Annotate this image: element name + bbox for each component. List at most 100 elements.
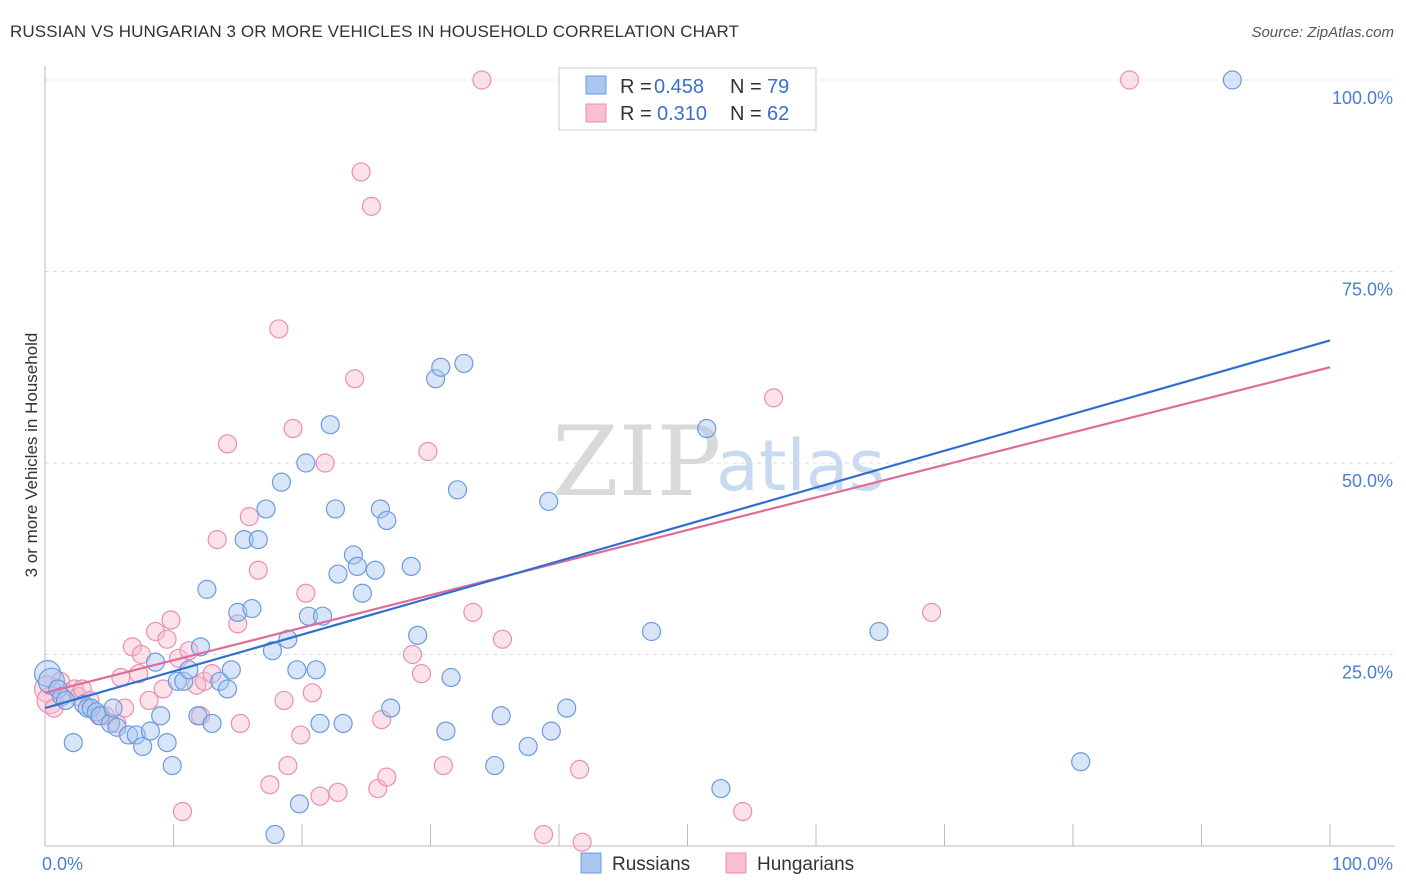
russians-point [436, 721, 456, 741]
russians-point [256, 499, 276, 519]
hungarians-point [145, 621, 166, 642]
legend-swatch-hungarians [585, 103, 607, 123]
chart-title: RUSSIAN VS HUNGARIAN 3 OR MORE VEHICLES … [10, 22, 739, 41]
hungarians-point [572, 832, 592, 852]
russians-point [63, 732, 83, 753]
russians-point [174, 671, 194, 691]
hungarians-point [328, 782, 348, 802]
russians-point [370, 499, 390, 519]
hungarians-point [302, 683, 322, 703]
legend-n-label-russians: N = [730, 76, 762, 98]
bottom-legend-swatch-hungarians [725, 852, 747, 874]
y-tick-label-50: 50.0% [1342, 471, 1393, 491]
russians-point [377, 510, 397, 531]
russians-point [426, 369, 446, 389]
russians-point [289, 794, 310, 814]
russians-point [518, 736, 538, 757]
russians-point [343, 545, 363, 565]
russians-point [1071, 752, 1091, 772]
russians-point [221, 660, 241, 680]
hungarians-point [492, 629, 513, 649]
watermark-atlas: atlas [716, 425, 885, 507]
hungarians-point [1119, 70, 1140, 90]
russians-point [197, 579, 217, 599]
russians-point [320, 415, 340, 435]
russians-point [541, 721, 561, 741]
russians-point [328, 564, 348, 584]
russians-point [103, 698, 123, 718]
russians-point [325, 499, 346, 519]
russians-point [306, 660, 326, 680]
hungarians-point [733, 801, 753, 822]
hungarians-point [418, 441, 438, 462]
hungarians-point [922, 602, 942, 622]
hungarians-point [194, 671, 214, 691]
legend-r-russians: 0.458 [654, 76, 704, 98]
hungarians-point [533, 824, 554, 845]
russians-point [431, 357, 451, 377]
russians-point [248, 529, 268, 550]
russians-point [365, 560, 385, 580]
russians-point [401, 556, 421, 577]
russians-point [287, 660, 307, 680]
russians-point [454, 353, 474, 374]
hungarians-points [33, 70, 1140, 852]
axes [44, 66, 1395, 847]
hungarians-point [239, 507, 259, 527]
legend-n-hungarians: 62 [767, 103, 789, 125]
russians-point [162, 755, 182, 776]
hungarians-point [361, 196, 381, 216]
russians-point [347, 556, 367, 577]
y-tick-labels: 25.0% 50.0% 75.0% 100.0% [1332, 88, 1393, 683]
legend-n-label-hungarians: N = [730, 103, 762, 125]
hungarians-point [377, 767, 397, 787]
russians-point [242, 598, 262, 619]
hungarians-point [433, 755, 453, 776]
russians-point [167, 671, 187, 691]
russians-point [711, 778, 731, 799]
russians-point [217, 679, 238, 699]
hungarians-point [310, 786, 330, 806]
hungarians-point [345, 369, 365, 389]
x-tick-label-min: 0.0% [42, 854, 83, 874]
russians-point [697, 418, 717, 439]
y-tick-label-75: 75.0% [1342, 280, 1393, 300]
russians-point [485, 755, 505, 776]
hungarians-point [278, 755, 298, 776]
hungarians-point [472, 70, 492, 90]
hungarians-point [230, 713, 250, 734]
legend-swatch-russians [585, 75, 607, 95]
russians-point [310, 713, 330, 734]
russians-point [157, 732, 177, 753]
watermark-zip: ZIP [552, 406, 721, 518]
grid-lines [45, 79, 1395, 655]
russians-point [641, 621, 662, 642]
russians-point [333, 713, 353, 734]
hungarians-point [296, 583, 316, 603]
x-tick-labels: 0.0% 100.0% [42, 854, 1393, 874]
russians-point [447, 480, 468, 500]
watermark: ZIP atlas [552, 406, 885, 518]
legend-r-label-hungarians: R = [620, 103, 652, 125]
russians-point [262, 641, 283, 661]
y-axis-label: 3 or more Vehicles in Household [22, 333, 41, 578]
legend-r-label-russians: R = [620, 76, 652, 98]
hungarians-point [274, 690, 294, 711]
russians-point [491, 706, 511, 726]
hungarians-point [157, 629, 177, 649]
hungarians-point [115, 698, 135, 718]
russians-point [133, 736, 153, 757]
y-tick-label-100: 100.0% [1332, 88, 1393, 108]
russians-point [381, 698, 401, 718]
hungarians-point [269, 319, 289, 339]
hungarians-trend-line [44, 366, 1331, 694]
source-credit: Source: ZipAtlas.com [1251, 24, 1394, 41]
hungarians-point [291, 725, 311, 745]
legend-n-russians: 79 [767, 76, 789, 98]
series-legend: Russians Hungarians [580, 852, 854, 875]
bottom-legend-swatch-russians [580, 852, 602, 874]
hungarians-point [217, 434, 238, 454]
hungarians-point [207, 529, 227, 550]
russians-point [352, 583, 372, 603]
russians-point [151, 706, 171, 726]
